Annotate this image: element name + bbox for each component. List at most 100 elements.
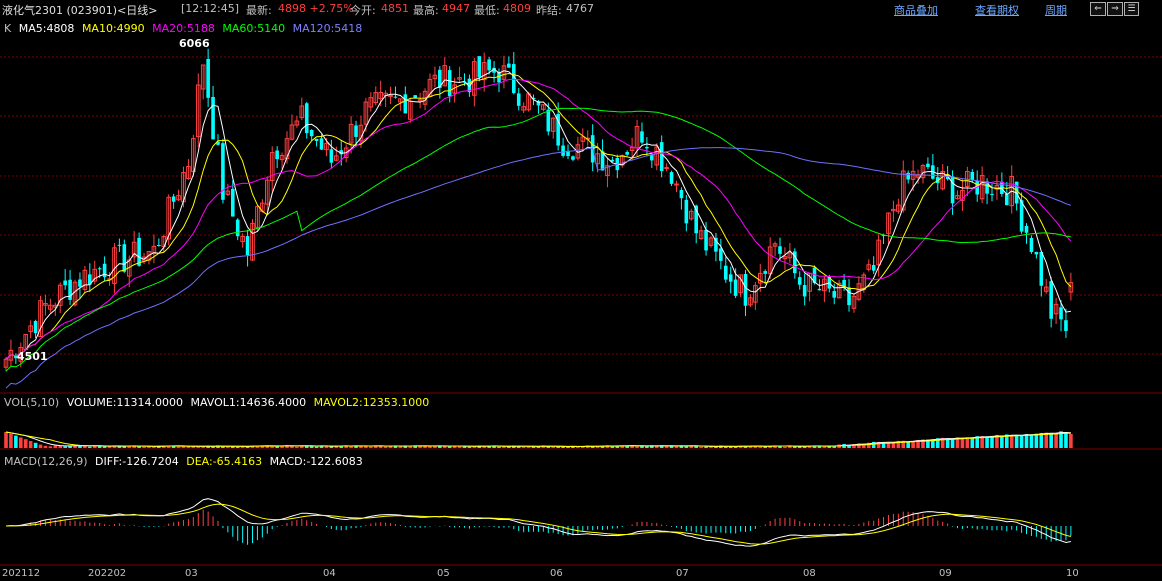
volume-bar <box>265 445 270 448</box>
candle-body-down <box>477 56 482 78</box>
volume-bar <box>566 446 570 448</box>
candle-body-down <box>447 70 452 97</box>
ma120-value: MA120:5418 <box>292 22 363 35</box>
volume-bar <box>576 446 580 448</box>
volume-bar <box>295 446 299 448</box>
volume-bar <box>314 446 319 448</box>
candle-body-down <box>694 205 698 234</box>
volume-bar <box>487 445 491 448</box>
volume-bar <box>921 439 925 448</box>
volume-bar <box>866 442 871 448</box>
candle-body-down <box>68 279 72 300</box>
volume-bar <box>704 446 708 448</box>
volume-bar <box>694 446 698 448</box>
candle-body-up <box>373 92 379 104</box>
volume-bar <box>1014 435 1019 448</box>
volume-bar <box>14 435 18 448</box>
candle-body-up <box>698 230 704 240</box>
candle-body-up <box>112 247 117 284</box>
candle-body-up <box>191 138 196 173</box>
candle-body-down <box>33 321 38 334</box>
high-label: 最高: <box>413 4 439 17</box>
ma10-line <box>5 72 1072 360</box>
volume-bar <box>965 437 970 448</box>
candle-body-down <box>221 143 225 200</box>
ma20-line <box>5 78 1072 360</box>
volume-bar <box>112 445 117 448</box>
candle-body-down <box>743 273 748 306</box>
candle-body-up <box>979 175 985 200</box>
candle-body-up <box>580 136 586 142</box>
volume-bar <box>778 445 782 448</box>
volume-chart[interactable] <box>0 394 1162 450</box>
volume-bar <box>354 445 358 448</box>
candle-body-down <box>339 150 344 155</box>
volume-bar <box>9 433 13 448</box>
volume-bar <box>679 445 684 448</box>
view-options-link[interactable]: 查看期权 <box>975 4 1019 17</box>
candle-body-up <box>753 285 758 303</box>
candle-body-down <box>245 236 250 256</box>
volume-bar <box>516 446 521 448</box>
volume-bar <box>1069 434 1073 448</box>
volume-bar <box>270 446 275 448</box>
volume-bar <box>945 438 950 448</box>
scroll-left-button[interactable]: ⇐ <box>1090 2 1106 16</box>
candle-body-up <box>708 237 714 246</box>
volume-bar <box>97 445 102 448</box>
volume-bar <box>891 442 896 448</box>
volume-bar <box>926 439 930 448</box>
prev-settle-label: 昨结: <box>536 4 562 17</box>
axis-label: 03 <box>185 568 198 579</box>
candle-body-down <box>817 288 822 291</box>
candle-body-up <box>1068 282 1074 293</box>
candle-body-up <box>960 189 965 201</box>
volume-bar <box>418 445 422 448</box>
candle-body-down <box>600 151 605 171</box>
scroll-right-button[interactable]: ⇒ <box>1107 2 1123 16</box>
candle-body-down <box>1029 237 1034 253</box>
volume-bar <box>881 441 886 448</box>
dea-line <box>5 503 1072 545</box>
period-link[interactable]: 周期 <box>1045 4 1067 17</box>
volume-bar <box>709 446 713 448</box>
candle-body-up <box>896 204 901 212</box>
candle-body-up <box>43 303 48 306</box>
candle-body-down <box>329 149 334 163</box>
candle-body-down <box>157 244 161 247</box>
volume-bar <box>408 446 413 448</box>
volume-bar <box>245 446 250 448</box>
volume-bar <box>615 445 620 448</box>
volume-bar <box>196 446 201 448</box>
axis-label: 04 <box>323 568 336 579</box>
volume-bar <box>852 444 856 448</box>
commodity-overlay-link[interactable]: 商品叠加 <box>894 4 938 17</box>
volume-bar <box>511 445 516 448</box>
quote-time: [12:12:45] <box>181 2 239 15</box>
candle-body-down <box>467 78 472 93</box>
volume-bar <box>127 445 132 448</box>
candle-body-up <box>738 274 743 294</box>
candle-body-down <box>235 219 240 237</box>
candle-body-down <box>97 268 102 270</box>
candle-body-down <box>314 138 319 142</box>
candle-body-up <box>856 283 862 300</box>
volume-bar <box>43 445 48 448</box>
candle-body-down <box>719 248 723 261</box>
volume-bar <box>876 441 881 448</box>
volume-bar <box>827 446 832 448</box>
volume-bar <box>344 445 348 448</box>
volume-bar <box>359 445 363 448</box>
volume-bar <box>497 446 501 448</box>
axis-label: 10 <box>1066 568 1079 579</box>
volume-bar <box>975 436 980 448</box>
menu-button[interactable]: ☰ <box>1124 2 1139 16</box>
candle-body-up <box>417 99 423 102</box>
candle-body-up <box>866 264 872 270</box>
volume-bar <box>398 446 403 448</box>
volume-bar <box>63 446 67 448</box>
volume-bar <box>413 445 417 448</box>
macd-chart[interactable] <box>0 450 1162 566</box>
volume-bar <box>916 439 920 448</box>
candlestick-chart[interactable] <box>0 18 1162 394</box>
